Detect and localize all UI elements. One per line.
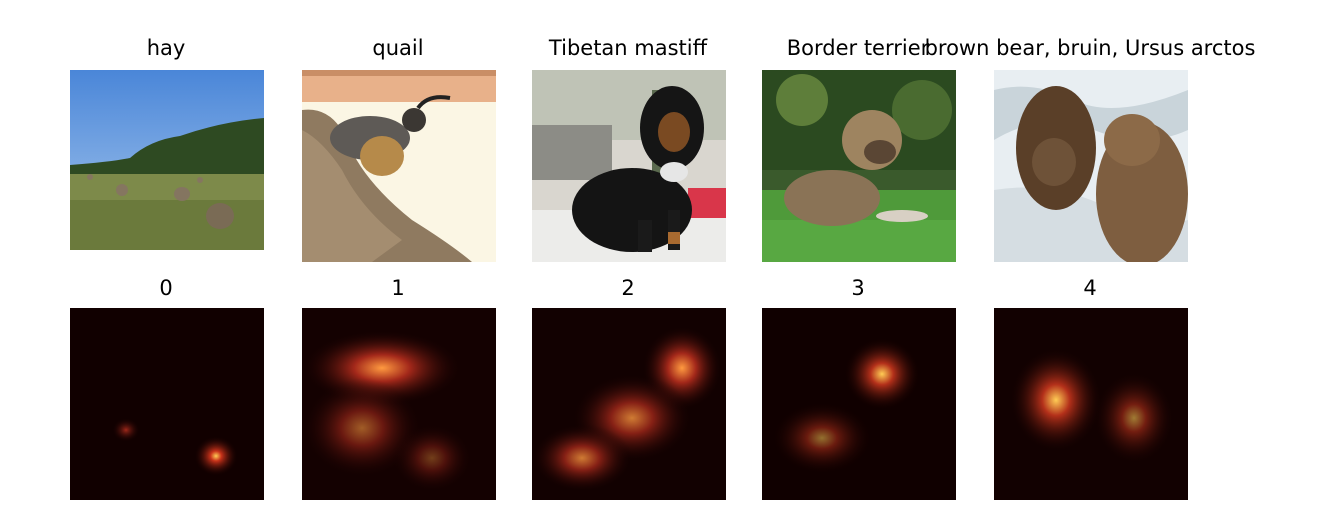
saliency-heatmap-1 xyxy=(302,308,496,500)
image-title-brown-bear: brown bear, bruin, Ursus arctos xyxy=(924,36,1256,60)
photo-tibetan-mastiff xyxy=(532,70,726,262)
heatmap-title-0: 0 xyxy=(159,276,173,300)
saliency-heatmap-0 xyxy=(70,308,264,500)
saliency-heatmap-2 xyxy=(532,308,726,500)
saliency-heatmap-3 xyxy=(762,308,956,500)
heatmap-title-2: 2 xyxy=(621,276,635,300)
photo-hay-field xyxy=(70,70,264,250)
photo-quail xyxy=(302,70,496,262)
image-title-border-terrier: Border terrier xyxy=(786,36,930,60)
heatmap-title-4: 4 xyxy=(1083,276,1097,300)
heatmap-title-1: 1 xyxy=(391,276,405,300)
photo-border-terrier xyxy=(762,70,956,262)
saliency-heatmap-4 xyxy=(994,308,1188,500)
heatmap-title-3: 3 xyxy=(851,276,865,300)
photo-brown-bears xyxy=(994,70,1188,262)
image-title-tibetan-mastiff: Tibetan mastiff xyxy=(548,36,708,60)
image-title-hay: hay xyxy=(146,36,186,60)
image-title-quail: quail xyxy=(372,36,424,60)
